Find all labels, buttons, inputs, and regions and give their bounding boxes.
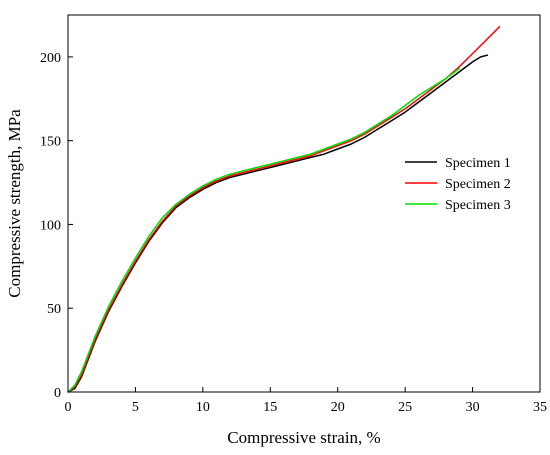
series-layer [67, 25, 501, 393]
legend: Specimen 1 Specimen 2 Specimen 3 [405, 156, 511, 213]
ticks-layer: 0 5 10 15 20 25 30 35 0 50 100 150 200 [40, 51, 547, 415]
x-tick-label: 0 [65, 400, 72, 415]
x-tick-label: 30 [466, 400, 480, 415]
x-tick-label: 10 [196, 400, 210, 415]
x-tick-label: 5 [132, 400, 139, 415]
y-tick-label: 150 [40, 135, 61, 150]
x-tick-label: 20 [331, 400, 345, 415]
legend-label-1: Specimen 1 [445, 156, 511, 171]
series-line-3 [67, 67, 460, 393]
plot-frame [67, 14, 541, 393]
x-axis-title: Compressive strain, % [227, 428, 380, 447]
x-tick-label: 15 [263, 400, 277, 415]
y-tick-label: 50 [47, 302, 61, 317]
legend-label-2: Specimen 2 [445, 177, 511, 192]
x-tick-label: 25 [398, 400, 412, 415]
y-tick-label: 200 [40, 51, 61, 66]
x-tick-label: 35 [533, 400, 547, 415]
legend-label-3: Specimen 3 [445, 198, 511, 213]
series-line-1 [67, 54, 489, 393]
y-tick-label: 100 [40, 218, 61, 233]
series-line-2 [67, 25, 501, 393]
y-axis-title: Compressive strength, MPa [5, 109, 24, 298]
y-tick-label: 0 [54, 386, 61, 401]
plot-area: 0 5 10 15 20 25 30 35 0 50 100 150 200 [40, 14, 547, 415]
